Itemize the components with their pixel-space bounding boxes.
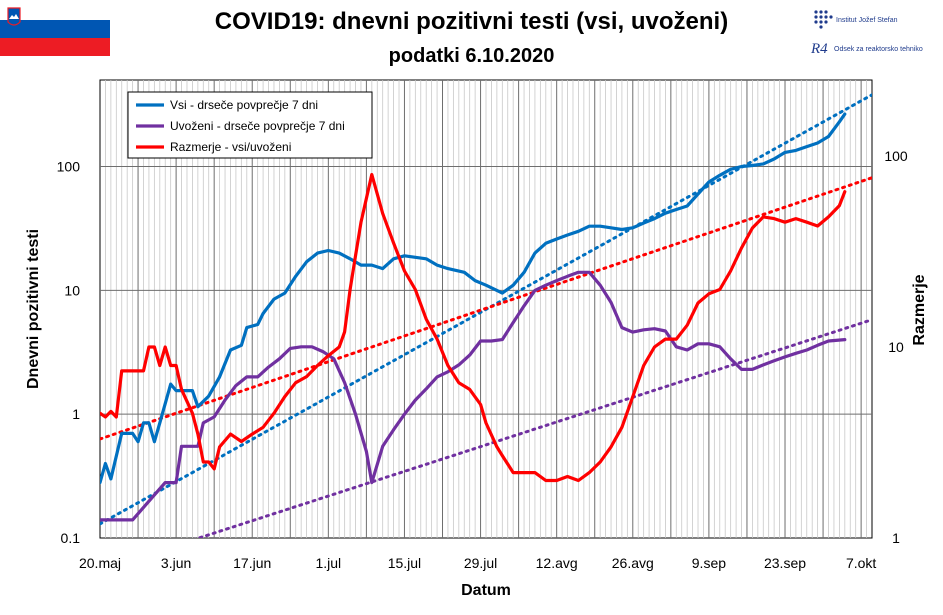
y-axis-title: Dnevni pozitivni testi — [25, 229, 42, 389]
x-tick-label: 26.avg — [612, 555, 654, 571]
legend-entry: Razmerje - vsi/uvoženi — [170, 140, 291, 154]
y-left-tick-labels: 0.1 1 10 100 — [57, 159, 81, 546]
series-line-blue — [100, 112, 847, 485]
series-line-red — [100, 172, 847, 483]
ijs-department-name: Odsek za reaktorsko tehniko — [834, 46, 923, 53]
x-tick-label: 29.jul — [464, 555, 497, 571]
x-axis-title: Datum — [461, 582, 511, 599]
x-tick-label: 7.okt — [846, 555, 876, 571]
x-tick-labels: 20.maj 3.jun 17.jun 1.jul 15.jul 29.jul 12.avg… — [79, 555, 876, 571]
flag-blue-stripe — [0, 20, 110, 38]
y2-axis-title: Razmerje — [911, 274, 928, 345]
ijs-logo: Institut Jožef Stefan R4 Odsek za reakto… — [808, 6, 943, 66]
series-line-purple — [100, 270, 847, 522]
y-right-tick-labels: 1 10 100 — [884, 148, 908, 546]
x-tick-label: 9.sep — [692, 555, 726, 571]
series-lines — [100, 112, 847, 522]
x-tick-label: 12.avg — [536, 555, 578, 571]
legend: Vsi - drseče povprečje 7 dni Uvoženi - dr… — [127, 91, 373, 159]
coat-of-arms-icon — [7, 7, 21, 26]
y-left-tick-label: 100 — [57, 159, 81, 175]
r4-mark: R4 — [810, 41, 828, 57]
x-tick-label: 20.maj — [79, 555, 121, 571]
y-left-tick-label: 10 — [64, 282, 80, 298]
chart-subtitle: podatki 6.10.2020 — [388, 45, 555, 67]
y-left-tick-label: 0.1 — [61, 530, 81, 546]
x-tick-label: 15.jul — [388, 555, 421, 571]
x-tick-label: 1.jul — [315, 555, 341, 571]
y-right-tick-label: 100 — [884, 148, 908, 164]
flag-white-stripe — [0, 2, 110, 20]
y-right-tick-label: 10 — [888, 339, 904, 355]
chart-title: COVID19: dnevni pozitivni testi (vsi, uv… — [214, 8, 729, 35]
legend-entry: Vsi - drseče povprečje 7 dni — [170, 98, 318, 112]
ijs-institute-name: Institut Jožef Stefan — [836, 17, 898, 24]
trend-line-purple — [194, 318, 872, 538]
y-left-tick-label: 1 — [72, 406, 80, 422]
x-tick-label: 17.jun — [233, 555, 271, 571]
x-tick-label: 3.jun — [161, 555, 191, 571]
flag-red-stripe — [0, 38, 110, 56]
slovenia-flag — [0, 2, 110, 56]
legend-box — [127, 91, 373, 159]
y-right-tick-label: 1 — [892, 530, 900, 546]
x-tick-label: 23.sep — [764, 555, 806, 571]
legend-entry: Uvoženi - drseče povprečje 7 dni — [170, 119, 345, 133]
ijs-dots-icon — [814, 10, 833, 29]
